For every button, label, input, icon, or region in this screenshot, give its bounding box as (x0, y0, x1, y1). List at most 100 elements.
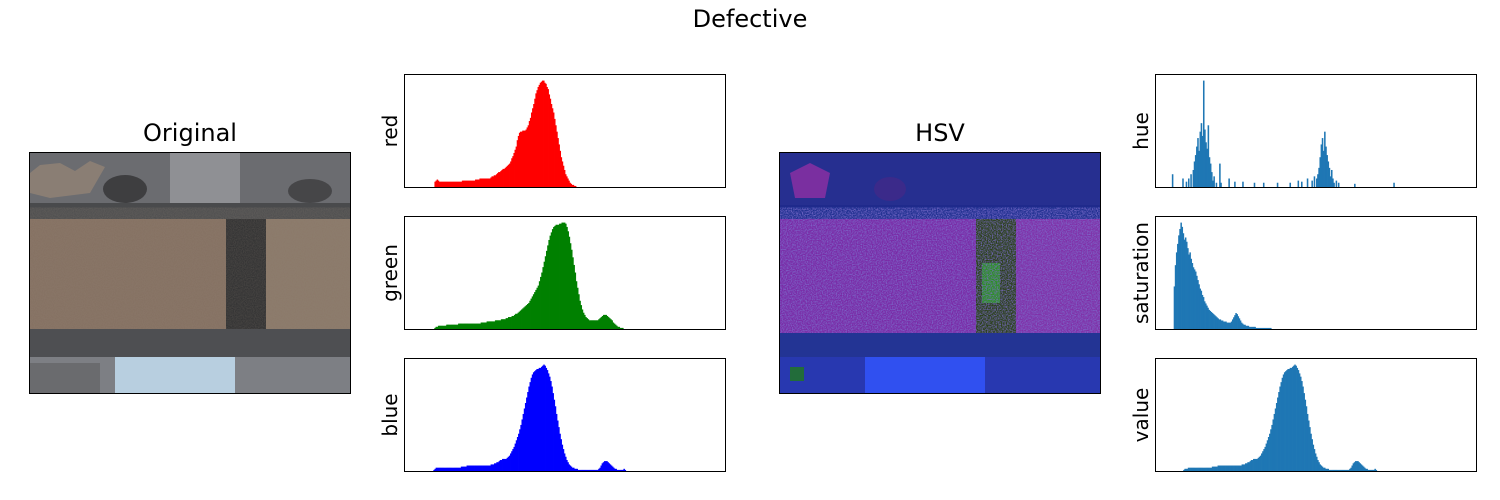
value-bar (1326, 468, 1328, 471)
red-bar (437, 180, 440, 187)
red-bar (444, 181, 446, 187)
green-bar (561, 222, 564, 329)
green-bar (586, 318, 588, 329)
green-bar (516, 313, 518, 329)
saturation-bar (1244, 324, 1246, 329)
value-bar (1319, 464, 1321, 471)
green-bar (556, 224, 559, 329)
hue-bar (1197, 138, 1199, 187)
blue-bar (526, 397, 528, 471)
blue-bar (610, 465, 613, 471)
blue-bar (441, 467, 443, 471)
green-bar (597, 320, 599, 329)
green-bar (523, 307, 526, 329)
green-bar (467, 323, 470, 329)
blue-bar (590, 469, 592, 471)
red-bar (511, 158, 513, 187)
value-bar (1234, 465, 1237, 471)
blue-bar (545, 367, 548, 471)
value-bar (1368, 469, 1371, 471)
blue-bar (495, 463, 497, 471)
value-bar (1258, 456, 1261, 471)
blue-bar (566, 460, 568, 471)
green-bar (536, 287, 539, 329)
blue-bar (559, 433, 561, 471)
saturation-bar (1254, 326, 1256, 329)
value-bar (1316, 456, 1318, 471)
blue-bar (616, 469, 619, 471)
blue-bar (531, 374, 534, 471)
blue-bar (450, 467, 453, 471)
value-bar (1327, 468, 1329, 471)
blue-bar (550, 381, 552, 471)
green-bar (443, 325, 446, 329)
value-histogram (1155, 358, 1477, 472)
value-bar (1191, 467, 1193, 471)
value-bar (1306, 413, 1309, 471)
green-bar (595, 320, 598, 329)
green-bar (478, 323, 480, 329)
red-bar (560, 157, 563, 187)
blue-bar (546, 370, 549, 471)
green-bar (488, 321, 491, 329)
value-bar (1334, 469, 1336, 471)
red-bar (469, 180, 472, 187)
blue-bar (578, 469, 581, 471)
green-bar (448, 324, 451, 329)
value-bar (1318, 462, 1320, 471)
value-bar (1263, 449, 1265, 471)
blue-bar (472, 465, 474, 471)
green-bar (496, 320, 498, 329)
red-bar (477, 179, 479, 187)
blue-bar (611, 466, 614, 471)
saturation-bar (1200, 290, 1203, 329)
blue-bar (524, 402, 527, 471)
green-bar (465, 323, 467, 329)
value-bar (1367, 469, 1370, 471)
value-bar (1294, 364, 1296, 471)
green-bar (543, 261, 546, 329)
green-bar (517, 312, 520, 329)
green-bar (606, 315, 609, 329)
saturation-bar (1224, 321, 1226, 329)
green-bar (588, 320, 591, 329)
red-bar (438, 181, 441, 187)
hue-bar (1354, 183, 1356, 187)
saturation-bar (1188, 254, 1190, 329)
blue-bar (583, 469, 585, 471)
hue-bar (1320, 144, 1323, 187)
green-bar (453, 324, 455, 329)
green-bar (445, 325, 447, 329)
saturation-bar (1227, 322, 1229, 329)
value-bar (1348, 469, 1350, 471)
blue-bar (563, 453, 566, 471)
value-bar (1340, 469, 1342, 471)
blue-bar (463, 466, 465, 471)
green-bar (526, 304, 529, 329)
value-bar (1212, 466, 1215, 471)
blue-bar (617, 469, 620, 471)
green-bar (612, 322, 615, 329)
value-bar (1305, 406, 1308, 471)
red-bar (476, 179, 478, 187)
green-bar (617, 326, 619, 329)
saturation-bar (1174, 265, 1177, 329)
red-bar (515, 146, 518, 187)
red-bar (558, 144, 560, 187)
saturation-bar (1251, 326, 1253, 329)
green-bar (452, 324, 454, 329)
red-bar (545, 83, 547, 187)
blue-bar (527, 392, 529, 471)
blue-bar (537, 368, 540, 471)
value-bar (1309, 427, 1311, 471)
value-bar (1321, 466, 1324, 471)
green-bar (618, 326, 621, 329)
green-bar (580, 305, 583, 329)
green-bar (449, 324, 452, 329)
red-bar (533, 104, 535, 187)
blue-bar (561, 444, 564, 471)
blue-bar (514, 443, 517, 471)
blue-bar (536, 368, 538, 471)
saturation-bar (1216, 317, 1218, 329)
blue-bar (601, 463, 604, 471)
